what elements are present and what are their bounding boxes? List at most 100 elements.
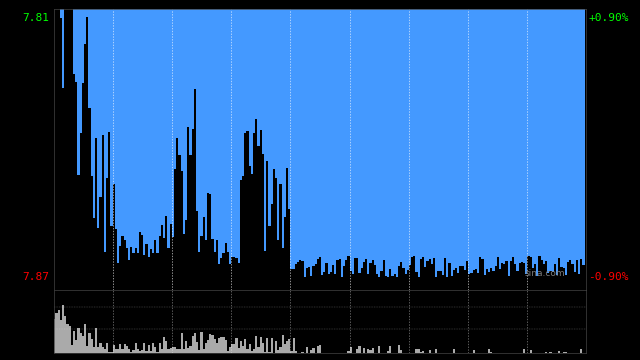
Bar [501, 0, 503, 263]
Bar [97, 0, 99, 228]
Bar [466, 0, 468, 261]
Bar [385, 0, 387, 276]
Bar [225, 0, 227, 243]
Bar [115, 349, 117, 353]
Bar [394, 0, 396, 274]
Bar [262, 343, 264, 353]
Bar [110, 352, 113, 353]
Bar [530, 350, 532, 353]
Bar [222, 337, 225, 353]
Bar [249, 344, 251, 353]
Bar [130, 0, 132, 247]
Bar [77, 328, 79, 353]
Bar [360, 0, 363, 268]
Bar [286, 341, 288, 353]
Bar [143, 343, 145, 353]
Bar [490, 352, 492, 353]
Bar [345, 0, 348, 260]
Bar [88, 333, 91, 353]
Text: 7.81: 7.81 [22, 13, 49, 23]
Bar [176, 0, 179, 138]
Bar [174, 347, 176, 353]
Bar [84, 324, 86, 353]
Bar [415, 0, 418, 272]
Bar [339, 0, 341, 259]
Bar [303, 0, 306, 277]
Bar [170, 348, 172, 353]
Bar [492, 0, 495, 271]
Bar [435, 349, 437, 353]
Bar [330, 0, 332, 273]
Bar [510, 0, 512, 261]
Bar [172, 0, 174, 237]
Bar [196, 0, 198, 211]
Bar [563, 0, 564, 268]
Bar [387, 351, 389, 353]
Bar [82, 0, 84, 82]
Bar [354, 0, 356, 258]
Bar [104, 0, 106, 252]
Bar [435, 0, 437, 277]
Bar [431, 0, 433, 264]
Bar [288, 0, 291, 210]
Bar [260, 337, 262, 353]
Bar [53, 319, 56, 353]
Bar [216, 343, 218, 353]
Bar [71, 345, 73, 353]
Bar [76, 339, 77, 353]
Bar [231, 0, 234, 257]
Bar [479, 0, 481, 257]
Bar [104, 349, 106, 353]
Bar [358, 346, 360, 353]
Bar [472, 350, 475, 353]
Bar [198, 350, 200, 353]
Bar [165, 0, 168, 216]
Bar [440, 0, 442, 271]
Bar [106, 342, 108, 353]
Bar [176, 349, 179, 353]
Bar [573, 0, 576, 272]
Bar [372, 348, 374, 353]
Bar [306, 0, 308, 268]
Bar [156, 0, 159, 253]
Bar [194, 333, 196, 353]
Bar [426, 0, 429, 261]
Bar [400, 350, 403, 353]
Bar [207, 0, 209, 193]
Bar [292, 0, 295, 269]
Bar [91, 0, 93, 176]
Bar [255, 0, 257, 119]
Bar [240, 0, 242, 180]
Bar [554, 0, 556, 264]
Bar [84, 0, 86, 44]
Bar [484, 0, 486, 275]
Bar [321, 0, 323, 275]
Bar [444, 0, 446, 258]
Bar [141, 0, 143, 235]
Bar [378, 346, 380, 353]
Bar [389, 0, 391, 270]
Bar [271, 0, 273, 204]
Bar [523, 349, 525, 353]
Bar [159, 343, 161, 353]
Bar [291, 0, 292, 269]
Bar [266, 0, 268, 161]
Bar [113, 0, 115, 184]
Bar [117, 0, 119, 263]
Bar [282, 0, 284, 248]
Bar [170, 0, 172, 224]
Bar [191, 336, 194, 353]
Bar [234, 343, 236, 353]
Bar [139, 351, 141, 353]
Bar [218, 0, 220, 264]
Bar [231, 344, 234, 353]
Bar [218, 338, 220, 353]
Bar [396, 0, 398, 277]
Bar [82, 336, 84, 353]
Bar [532, 0, 534, 268]
Bar [67, 324, 68, 353]
Bar [253, 349, 255, 353]
Bar [365, 0, 367, 259]
Bar [189, 346, 191, 353]
Bar [172, 347, 174, 353]
